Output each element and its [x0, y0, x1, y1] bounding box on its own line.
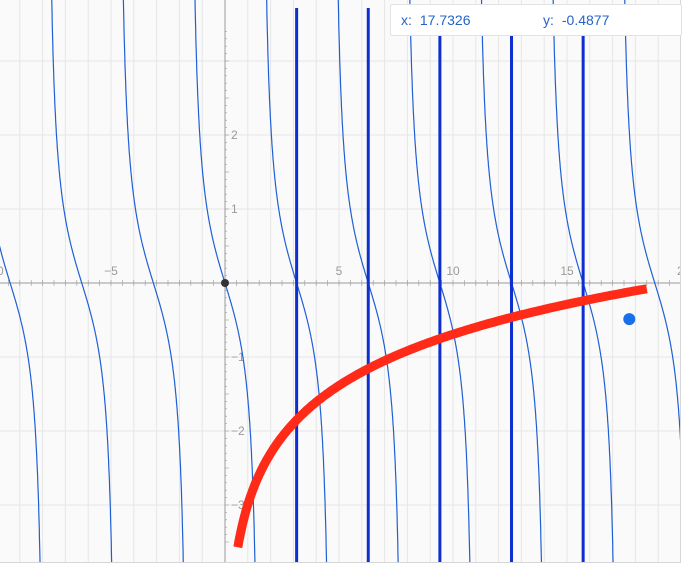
- x-tick-label: 15: [560, 264, 574, 278]
- y-tick-label: 1: [231, 202, 238, 216]
- x-readout-value: 17.7326: [419, 12, 471, 28]
- tan-curve-branch: [0, 245, 41, 562]
- y-tick-label: −1: [231, 350, 245, 364]
- coordinate-readout: x: 17.7326 y: -0.4877: [390, 4, 682, 36]
- y-readout: y: -0.4877: [543, 5, 609, 35]
- y-tick-label: 2: [231, 128, 238, 142]
- highlighted-point[interactable]: [623, 313, 636, 326]
- origin-point: [221, 279, 229, 287]
- y-tick-label: −2: [231, 424, 245, 438]
- x-tick-label: 0: [0, 264, 4, 278]
- y-readout-value: -0.4877: [561, 12, 610, 28]
- x-tick-label: 5: [336, 264, 343, 278]
- log-curve: [233, 284, 648, 549]
- x-tick-label: −5: [104, 264, 118, 278]
- x-readout-label: x:: [401, 12, 412, 28]
- tan-curve-branch: [624, 0, 680, 442]
- graph-plot[interactable]: −5 5 10 15 0 2 2 1 −1 −2 −3: [0, 0, 680, 562]
- x-tick-label: 10: [446, 264, 460, 278]
- axis-minor-ticks: [8, 31, 670, 543]
- tan-curve-branch: [51, 0, 113, 562]
- x-readout: x: 17.7326: [401, 5, 471, 35]
- y-tick-label: −3: [231, 498, 245, 512]
- graph-canvas[interactable]: −5 5 10 15 0 2 2 1 −1 −2 −3: [0, 0, 681, 563]
- y-readout-label: y:: [543, 12, 554, 28]
- tan-curve-branch: [122, 0, 184, 562]
- tan-curve: [0, 0, 680, 562]
- x-tick-label: 2: [677, 264, 680, 278]
